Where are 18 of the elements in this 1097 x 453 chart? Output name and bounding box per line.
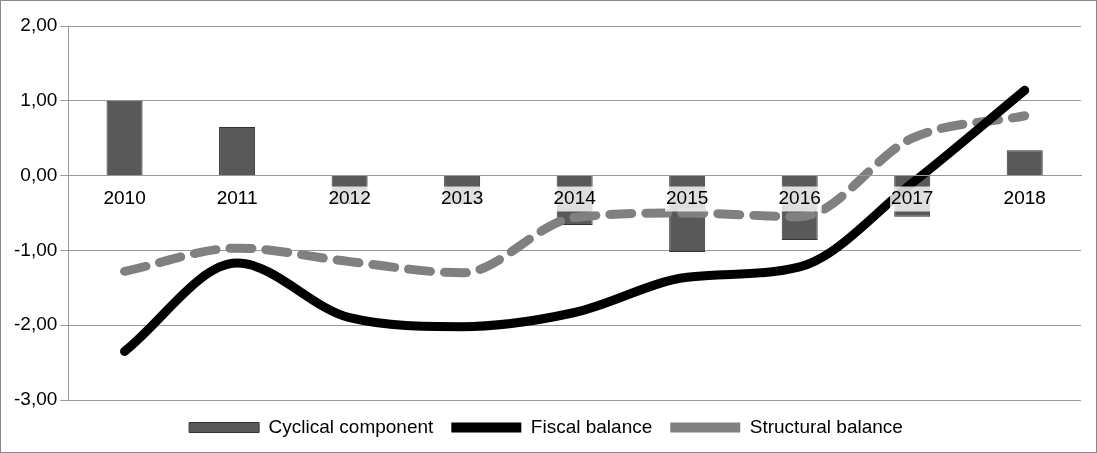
legend-label: Fiscal balance — [530, 415, 653, 437]
x-tick-label: 2015 — [666, 187, 709, 209]
y-tick-label: 1,00 — [20, 89, 58, 111]
x-tick-label: 2018 — [1003, 187, 1046, 209]
legend-label: Cyclical component — [268, 415, 435, 437]
x-tick-label: 2017 — [891, 187, 934, 209]
x-tick-label: 2016 — [778, 187, 821, 209]
y-tick-label: -2,00 — [13, 313, 58, 335]
legend-label: Structural balance — [749, 415, 903, 437]
y-tick-label: 0,00 — [20, 163, 58, 185]
y-tick-label: 2,00 — [20, 14, 58, 36]
x-tick-label: 2013 — [440, 187, 484, 209]
y-tick-label: -3,00 — [13, 388, 58, 410]
x-tick-label: 2012 — [328, 187, 371, 209]
x-tick-label: 2014 — [553, 187, 597, 209]
x-tick-label: 2011 — [216, 187, 258, 209]
y-tick-label: -1,00 — [13, 238, 58, 260]
x-tick-label: 2010 — [103, 187, 146, 209]
